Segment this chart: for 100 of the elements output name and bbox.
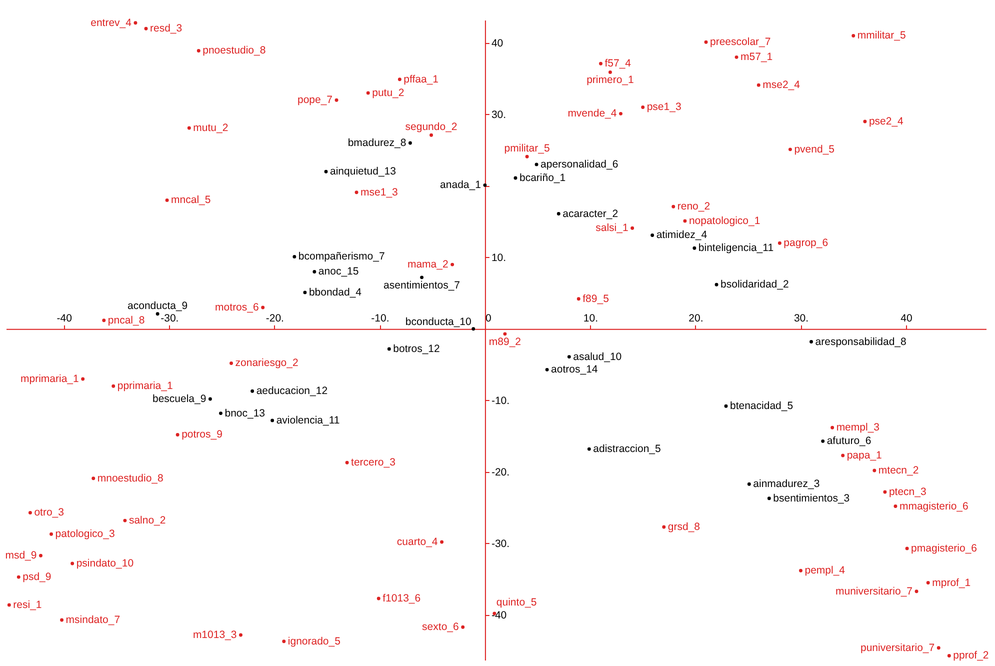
series-label: bcompañerismo_7: [298, 250, 385, 263]
series-label: pope_7: [297, 94, 333, 106]
series-label: anoc_15: [318, 266, 359, 278]
point: [270, 418, 274, 422]
point: [156, 312, 160, 316]
series-label: mprof_1: [932, 576, 971, 589]
series-label: potros_9: [182, 428, 223, 441]
point: [545, 368, 549, 372]
series-label: salno_2: [128, 514, 166, 527]
point: [576, 297, 580, 301]
point: [756, 83, 760, 87]
series-label: pprof_2: [953, 650, 989, 662]
point: [714, 282, 718, 286]
x-tick-label: -30.: [160, 312, 179, 324]
point: [587, 447, 591, 451]
point: [230, 362, 233, 365]
point: [7, 603, 11, 607]
point: [81, 377, 85, 381]
series-label: bsolidaridad_2: [720, 278, 789, 291]
point: [936, 646, 940, 650]
x-tick-label: 30.: [794, 312, 809, 324]
point: [292, 254, 296, 258]
point: [324, 170, 328, 174]
series-label: mnoestudio_8: [97, 472, 164, 484]
series-label: atimidez_4: [656, 229, 708, 242]
series-label: motros_6: [215, 301, 259, 314]
series-label: entrev_4: [90, 16, 132, 29]
series-label: patologico_3: [55, 528, 115, 540]
point: [334, 98, 338, 102]
x-tick-label: 20.: [688, 312, 704, 324]
series-label: quinto_5: [496, 596, 537, 609]
point: [282, 640, 286, 644]
point: [788, 148, 792, 152]
point: [914, 590, 918, 594]
series-label: preescolar_7: [710, 36, 771, 48]
series-label: pempl_4: [804, 564, 846, 577]
series-label: zonariesgo_2: [235, 357, 298, 370]
point: [894, 504, 898, 508]
point: [461, 625, 465, 629]
y-tick-label: 10.: [491, 252, 506, 264]
point: [872, 468, 876, 472]
point: [16, 575, 20, 579]
point: [112, 384, 116, 388]
point: [672, 204, 676, 208]
point: [440, 540, 444, 544]
point: [102, 318, 106, 322]
series-label: aotros_14: [551, 364, 598, 376]
series-label: salsi_1: [596, 222, 628, 234]
point: [250, 389, 254, 393]
point: [947, 654, 951, 658]
series-label: mmagisterio_6: [899, 500, 968, 512]
point: [704, 40, 708, 44]
series-label: pse1_3: [646, 101, 682, 114]
series-label: pmilitar_5: [504, 142, 550, 155]
point: [420, 276, 424, 280]
series-label: bconducta_10: [405, 316, 472, 328]
series-label: pvend_5: [794, 143, 835, 156]
point: [630, 226, 634, 230]
series-label: resi_1: [13, 598, 42, 611]
series-label: m89_2: [488, 336, 522, 348]
point: [208, 397, 212, 401]
point: [830, 426, 834, 430]
series-label: putu_2: [372, 86, 404, 99]
point: [724, 404, 728, 408]
point: [599, 62, 602, 66]
series-label: aconducta_9: [128, 300, 188, 312]
point: [852, 34, 856, 38]
series-label: sexto_6: [422, 621, 459, 634]
series-label: pse2_4: [868, 116, 904, 128]
series-label: mprimaria_1: [20, 372, 79, 385]
point: [165, 198, 169, 202]
point: [619, 112, 622, 116]
series-label: bescuela_9: [152, 392, 206, 405]
series-label: asalud_10: [573, 350, 622, 363]
y-tick-label: 30.: [491, 108, 506, 121]
point: [926, 581, 930, 584]
series-label: f57_4: [604, 58, 632, 70]
point: [863, 120, 867, 124]
y-tick-label: -30.: [491, 538, 510, 550]
point: [50, 532, 53, 536]
series-label: bbondad_4: [308, 286, 362, 298]
point: [123, 518, 127, 522]
series-label: ignorado_5: [288, 635, 341, 648]
point: [60, 618, 64, 622]
series-label: mtecn_2: [878, 464, 919, 477]
point: [387, 347, 391, 351]
series-label: m57_1: [740, 51, 773, 64]
series-label: tercero_3: [351, 456, 396, 469]
series-label: afuturo_6: [826, 435, 872, 448]
series-label: primero_1: [586, 74, 634, 86]
series-label: pagrop_6: [784, 237, 828, 250]
point: [821, 439, 825, 443]
series-label: reno_2: [677, 200, 710, 213]
point: [841, 454, 845, 458]
series-label: aeducacion_12: [256, 385, 328, 398]
point: [734, 55, 738, 59]
series-label: psindato_10: [76, 557, 134, 570]
series-label: puniversitario_7: [860, 642, 935, 654]
series-label: msd_9: [5, 550, 37, 562]
point: [196, 49, 200, 52]
